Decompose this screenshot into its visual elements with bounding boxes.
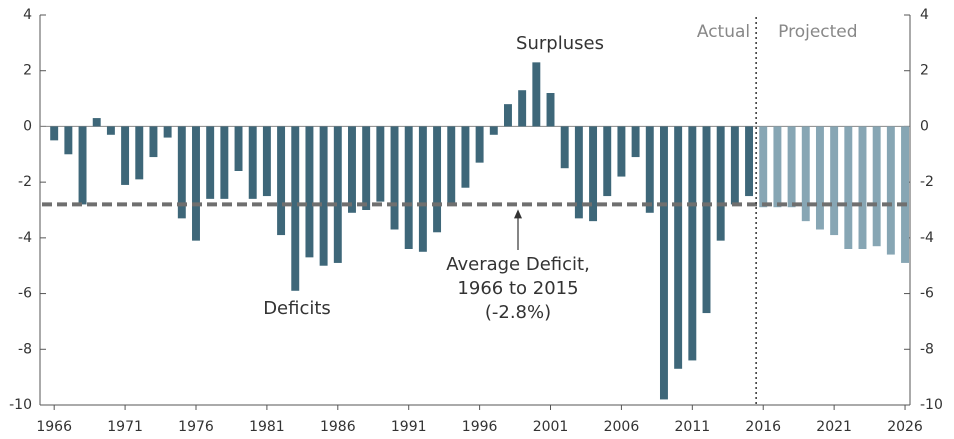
bar: [192, 126, 200, 241]
bar: [92, 118, 101, 127]
bar: [106, 126, 115, 135]
bar: [362, 126, 371, 210]
x-tick-label: 2006: [604, 419, 640, 435]
bar: [773, 126, 782, 208]
bar: [844, 126, 853, 249]
bar: [220, 126, 229, 199]
surpluses-label: Surpluses: [516, 33, 604, 54]
bar: [886, 126, 895, 255]
bar: [78, 126, 87, 205]
bar: [149, 126, 158, 158]
y2-tick-label: -4: [920, 230, 934, 246]
bar: [461, 126, 470, 188]
bar: [631, 126, 640, 158]
x-tick-label: 1981: [249, 419, 285, 435]
legend-projected: Projected: [778, 22, 857, 42]
bar: [50, 126, 59, 141]
bar: [546, 93, 555, 127]
bar: [815, 126, 824, 230]
bar: [659, 126, 668, 400]
bar: [404, 126, 413, 249]
bar: [716, 126, 725, 241]
bar: [475, 126, 484, 163]
y-tick-label: 0: [23, 118, 32, 134]
y-tick-label: 4: [23, 7, 32, 23]
bar: [532, 62, 541, 127]
x-tick-label: 2026: [887, 419, 923, 435]
bar: [574, 126, 583, 219]
bar: [319, 126, 328, 266]
bar: [234, 126, 243, 171]
bar: [504, 104, 512, 127]
bar: [305, 126, 314, 258]
bar: [121, 126, 130, 185]
x-tick-label: 1996: [462, 419, 498, 435]
bar: [518, 90, 527, 127]
bar: [745, 126, 754, 197]
average-label: (-2.8%): [485, 302, 551, 323]
bar: [489, 126, 498, 135]
bar: [801, 126, 810, 222]
bar: [872, 126, 881, 247]
x-tick-label: 1986: [320, 419, 356, 435]
bar: [418, 126, 427, 252]
bar: [858, 126, 867, 249]
y-tick-label: -10: [9, 397, 32, 413]
bar: [688, 126, 697, 361]
x-tick-label: 1976: [178, 419, 214, 435]
y-tick-label: -6: [18, 286, 32, 302]
bar: [447, 126, 456, 205]
bar: [674, 126, 683, 369]
y2-tick-label: -8: [920, 341, 934, 357]
deficits-label: Deficits: [263, 298, 331, 319]
bar: [645, 126, 654, 213]
y-tick-label: -4: [18, 230, 32, 246]
bar: [348, 126, 356, 213]
bar: [617, 126, 626, 177]
bar: [64, 126, 73, 155]
y2-tick-label: 2: [920, 63, 929, 79]
bar: [291, 126, 300, 291]
x-tick-label: 1971: [107, 419, 143, 435]
bar: [589, 126, 598, 222]
y2-tick-label: 0: [920, 118, 929, 134]
y2-tick-label: -6: [920, 286, 934, 302]
x-tick-label: 2001: [533, 419, 569, 435]
bar: [163, 126, 172, 138]
bar: [830, 126, 839, 236]
bar: [901, 126, 910, 263]
bar: [135, 126, 144, 180]
bar: [759, 126, 768, 208]
y2-tick-label: -2: [920, 174, 934, 190]
bar: [262, 126, 271, 197]
bar: [702, 126, 711, 314]
legend-actual: Actual: [697, 22, 750, 42]
y-tick-label: 2: [23, 63, 32, 79]
x-tick-label: 2011: [675, 419, 711, 435]
bar: [603, 126, 612, 197]
y2-tick-label: -10: [920, 397, 943, 413]
average-label: Average Deficit,: [446, 254, 590, 275]
arrow-head: [514, 209, 522, 219]
bar: [560, 126, 569, 169]
average-label: 1966 to 2015: [457, 278, 578, 299]
x-tick-label: 1966: [36, 419, 72, 435]
bar: [787, 126, 796, 208]
x-tick-label: 2021: [816, 419, 852, 435]
bar: [390, 126, 399, 230]
bar: [333, 126, 342, 263]
bar: [730, 126, 739, 205]
bar: [206, 126, 215, 199]
y-tick-label: -8: [18, 341, 32, 357]
bar: [248, 126, 257, 199]
bar: [433, 126, 442, 233]
y-tick-label: -2: [18, 174, 32, 190]
y2-tick-label: 4: [920, 7, 929, 23]
bar: [177, 126, 186, 219]
x-tick-label: 1991: [391, 419, 427, 435]
x-tick-label: 2016: [745, 419, 781, 435]
bar: [376, 126, 385, 202]
bar: [277, 126, 286, 236]
